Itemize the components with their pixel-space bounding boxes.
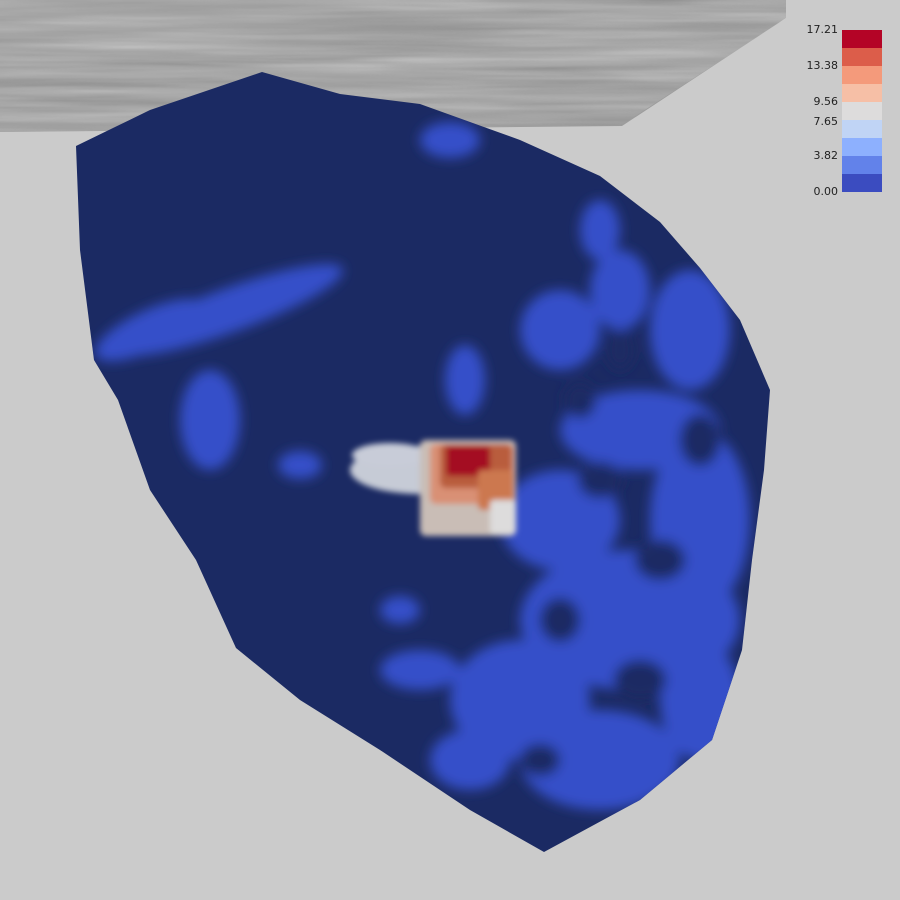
legend-label: 3.82 xyxy=(813,149,839,162)
legend-label: 0.00 xyxy=(813,185,839,198)
legend-label: 9.56 xyxy=(813,95,839,108)
legend-swatch xyxy=(842,156,882,174)
legend-label: 17.21 xyxy=(806,23,839,36)
legend-swatch xyxy=(842,84,882,102)
legend-swatch xyxy=(842,30,882,48)
color-legend: 17.21 13.38 9.56 7.65 3.82 0.00 xyxy=(806,24,886,200)
legend-swatch xyxy=(842,174,882,192)
legend-swatch xyxy=(842,102,882,120)
legend-swatch xyxy=(842,120,882,138)
legend-swatch xyxy=(842,48,882,66)
legend-label: 7.65 xyxy=(813,115,839,128)
legend-swatch xyxy=(842,66,882,84)
legend-label: 13.38 xyxy=(806,59,839,72)
property-surface[interactable] xyxy=(76,72,770,852)
legend-swatch xyxy=(842,138,882,156)
